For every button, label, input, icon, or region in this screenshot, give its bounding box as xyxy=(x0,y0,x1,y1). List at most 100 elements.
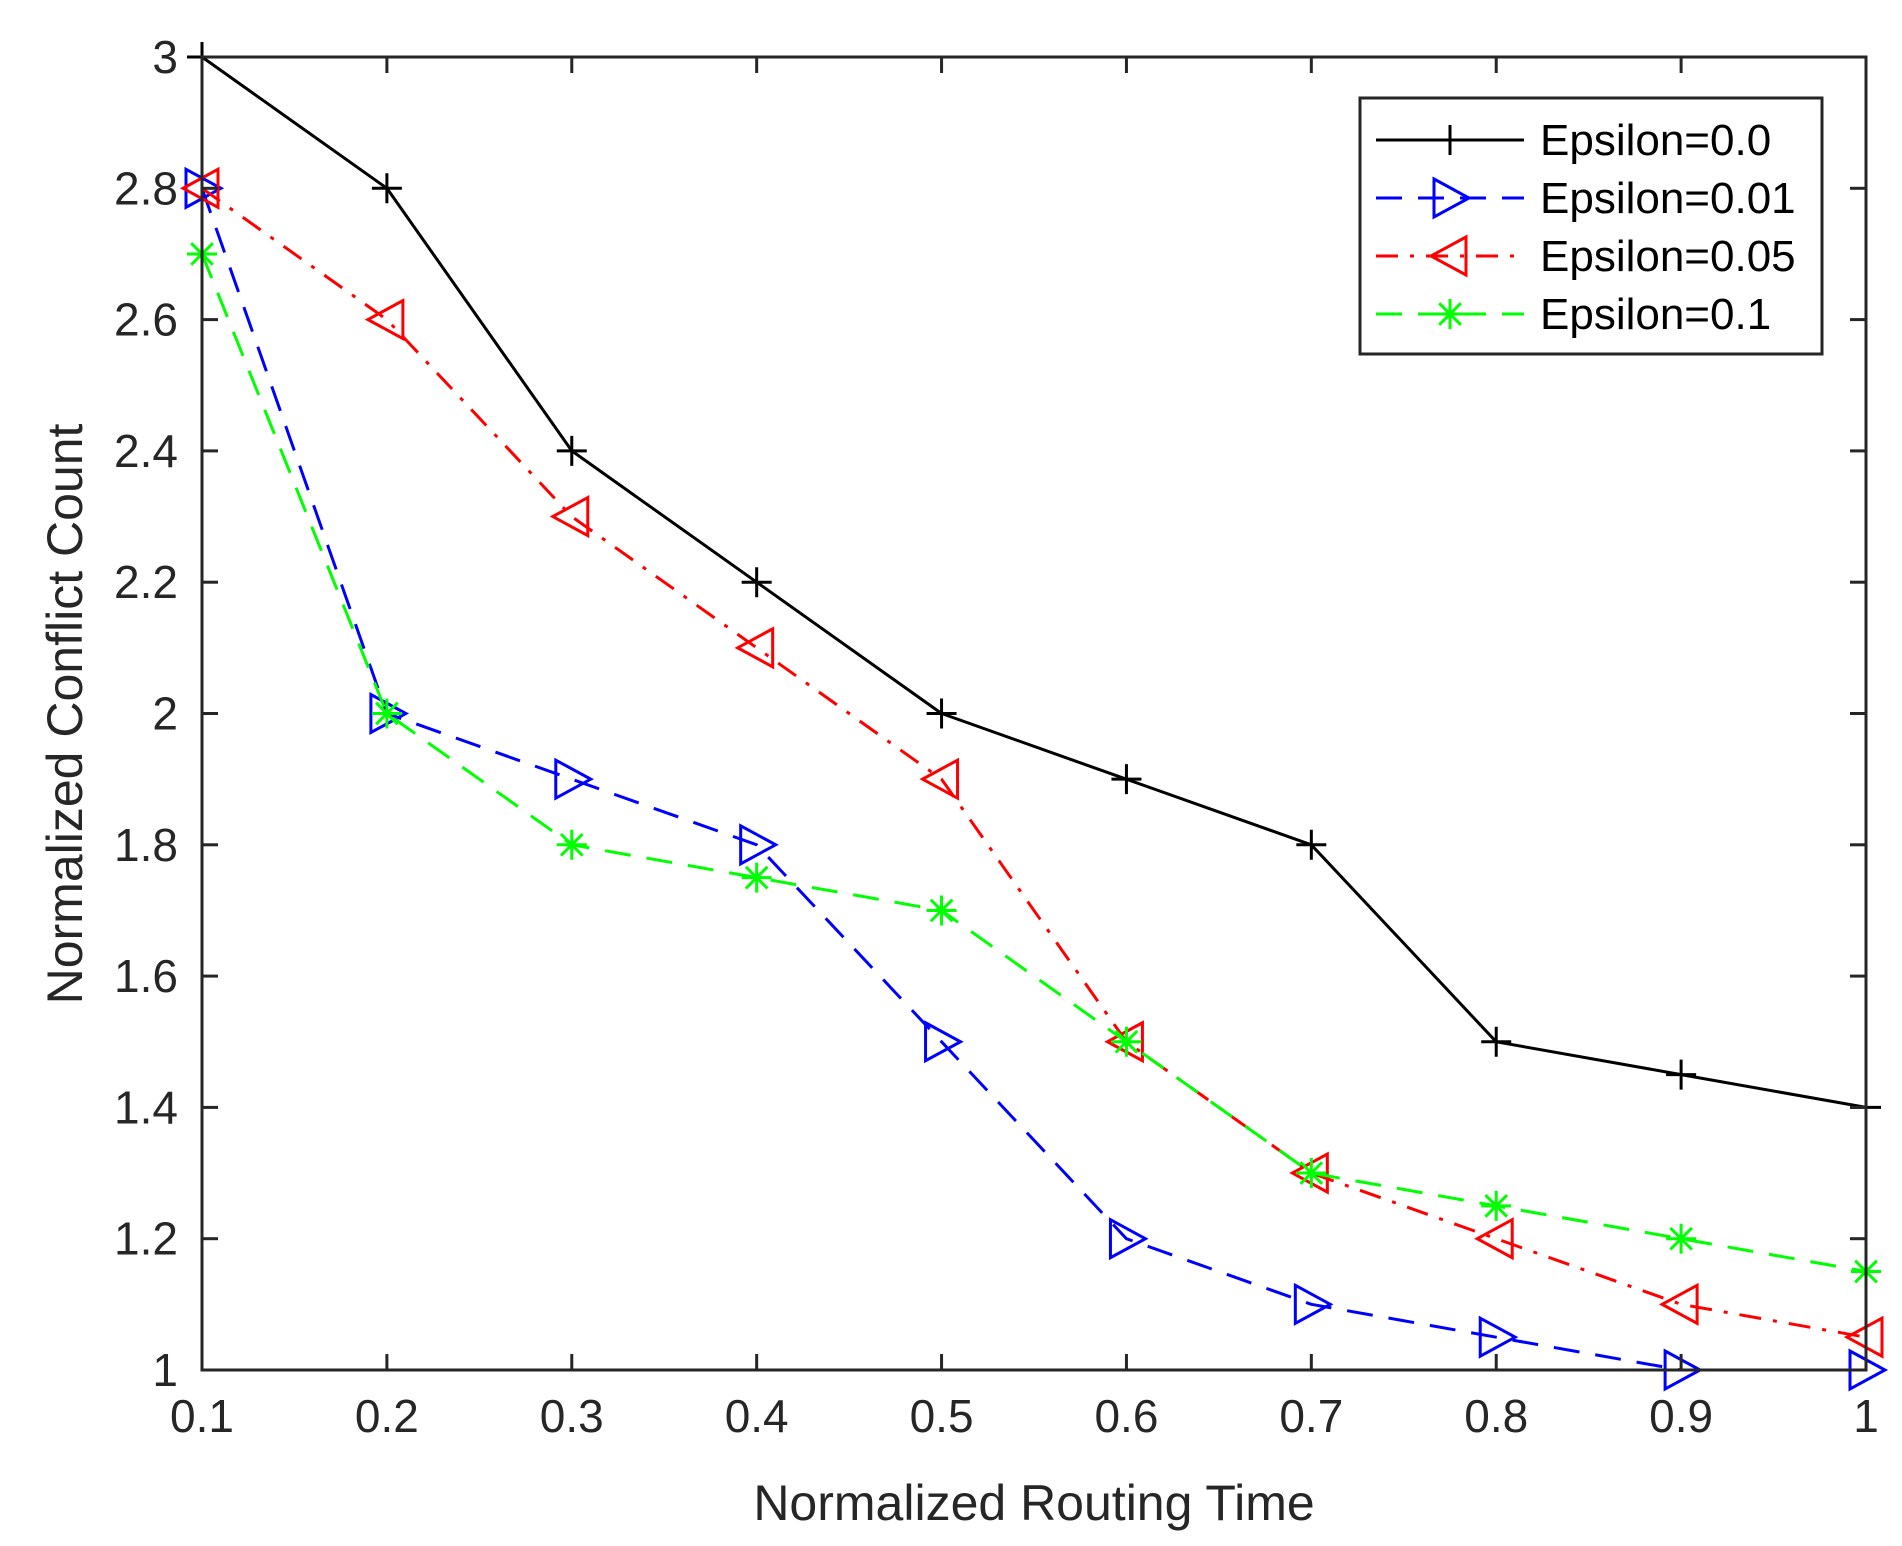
series-2-point-3 xyxy=(734,626,775,670)
x-tick-label-6: 0.7 xyxy=(1279,1390,1343,1442)
legend-marker-1 xyxy=(1432,176,1473,220)
legend-marker-1-shape xyxy=(1432,176,1473,220)
series-0-point-1-shape xyxy=(371,173,402,204)
y-tick-label-5: 2 xyxy=(152,688,178,740)
series-0-point-7 xyxy=(1481,1026,1512,1057)
series-3-point-1-shape xyxy=(371,698,402,729)
legend-marker-2 xyxy=(1427,234,1468,278)
series-3-point-2-shape xyxy=(556,829,587,860)
series-2-point-3-shape xyxy=(734,626,775,670)
series-0-point-5-shape xyxy=(1111,764,1142,795)
series-0-point-4-shape xyxy=(926,698,957,729)
x-tick-label-0: 0.1 xyxy=(170,1390,234,1442)
legend-marker-0 xyxy=(1435,125,1465,155)
series-1-point-3-shape xyxy=(739,823,779,867)
series-1-point-7 xyxy=(1478,1315,1519,1359)
y-tick-label-3: 1.6 xyxy=(114,950,178,1002)
series-0-point-7-shape xyxy=(1481,1026,1512,1057)
series-2-point-2 xyxy=(549,495,590,539)
y-tick-label-9: 2.8 xyxy=(114,162,178,214)
legend-label-1: Epsilon=0.01 xyxy=(1540,174,1796,223)
series-2-point-4-shape xyxy=(919,757,960,801)
y-tick-label-0: 1 xyxy=(152,1344,178,1396)
series-1-point-5-shape xyxy=(1108,1217,1149,1261)
series-1-point-3 xyxy=(739,823,779,867)
series-3-point-3-shape xyxy=(741,862,772,893)
series-0-point-8 xyxy=(1666,1059,1697,1090)
series-3-point-8-shape xyxy=(1666,1223,1697,1254)
x-tick-label-1: 0.2 xyxy=(355,1390,419,1442)
series-0-point-6 xyxy=(1296,829,1327,860)
series-0-point-3-shape xyxy=(741,567,772,598)
legend-label-3: Epsilon=0.1 xyxy=(1540,290,1771,339)
series-2-point-6-shape xyxy=(1289,1151,1329,1195)
x-tick-label-7: 0.8 xyxy=(1464,1390,1528,1442)
y-axis-title: Normalized Conflict Count xyxy=(37,424,93,1005)
series-3-point-7-shape xyxy=(1481,1190,1512,1221)
x-tick-label-9: 1 xyxy=(1853,1390,1879,1442)
series-3-point-6 xyxy=(1296,1158,1327,1189)
series-0-point-3 xyxy=(741,567,772,598)
series-0-point-4 xyxy=(926,698,957,729)
series-3-point-2 xyxy=(556,829,587,860)
y-tick-label-10: 3 xyxy=(152,31,178,83)
legend-marker-2-shape xyxy=(1427,234,1468,278)
series-2-point-6 xyxy=(1289,1151,1329,1195)
series-2-point-5 xyxy=(1104,1020,1144,1064)
series-2-point-5-shape xyxy=(1104,1020,1144,1064)
series-0-point-6-shape xyxy=(1296,829,1327,860)
series-3-point-6-shape xyxy=(1296,1158,1327,1189)
series-0-point-8-shape xyxy=(1666,1059,1697,1090)
series-1-point-1 xyxy=(369,691,410,736)
series-2-point-8 xyxy=(1658,1282,1699,1326)
legend-marker-3 xyxy=(1435,299,1465,329)
x-tick-label-8: 0.9 xyxy=(1649,1390,1713,1442)
series-3-point-8 xyxy=(1666,1223,1697,1254)
series-2-point-1 xyxy=(364,298,405,342)
series-1-point-7-shape xyxy=(1478,1315,1519,1359)
series-1-point-4-shape xyxy=(924,1020,964,1064)
y-tick-label-7: 2.4 xyxy=(114,425,178,477)
series-2-point-8-shape xyxy=(1658,1282,1699,1326)
series-1-point-2-shape xyxy=(554,757,594,801)
series-0-point-2 xyxy=(556,435,587,466)
series-3-point-1 xyxy=(371,698,402,729)
series-2-point-1-shape xyxy=(364,298,405,342)
x-tick-label-2: 0.3 xyxy=(540,1390,604,1442)
series-line-0 xyxy=(201,55,1867,1109)
legend-marker-0-shape xyxy=(1435,125,1465,155)
y-tick-label-2: 1.4 xyxy=(114,1081,178,1133)
series-3-point-5-shape xyxy=(1111,1026,1142,1057)
y-tick-label-4: 1.8 xyxy=(114,819,178,871)
legend-marker-3-shape xyxy=(1435,299,1465,329)
x-tick-label-4: 0.5 xyxy=(910,1390,974,1442)
series-1-point-4 xyxy=(924,1020,964,1064)
series-1-point-2 xyxy=(554,757,594,801)
series-3-point-5 xyxy=(1111,1026,1142,1057)
legend-label-2: Epsilon=0.05 xyxy=(1540,232,1796,281)
series-line-3 xyxy=(200,253,1867,1273)
series-2-point-2-shape xyxy=(549,495,590,539)
series-3-point-4 xyxy=(926,895,957,926)
y-tick-label-6: 2.2 xyxy=(114,556,178,608)
series-2-point-4 xyxy=(919,757,960,801)
x-tick-label-3: 0.4 xyxy=(725,1390,789,1442)
series-3-point-3 xyxy=(741,862,772,893)
series-0-point-2-shape xyxy=(556,435,587,466)
series-3-point-7 xyxy=(1481,1190,1512,1221)
tick-layer: 0.1 0.2 0.3 0.4 0.5 0.6 0.7 0.8 0.9 1 1 1.2 1.4 1.6 1.… xyxy=(114,31,1879,1442)
series-1-point-5 xyxy=(1108,1217,1149,1261)
y-tick-label-1: 1.2 xyxy=(114,1213,178,1265)
series-3-point-4-shape xyxy=(926,895,957,926)
x-axis-title: Normalized Routing Time xyxy=(753,1475,1314,1531)
legend-label-0: Epsilon=0.0 xyxy=(1540,116,1771,165)
series-2-point-7 xyxy=(1474,1217,1514,1261)
series-1-point-6 xyxy=(1293,1282,1334,1326)
series-0-point-1 xyxy=(371,173,402,204)
series-line-1 xyxy=(200,187,1866,1372)
series-line-2 xyxy=(201,187,1867,1339)
series-0-point-5 xyxy=(1111,764,1142,795)
series-1-point-1-shape xyxy=(369,691,410,736)
x-tick-label-5: 0.6 xyxy=(1094,1390,1158,1442)
